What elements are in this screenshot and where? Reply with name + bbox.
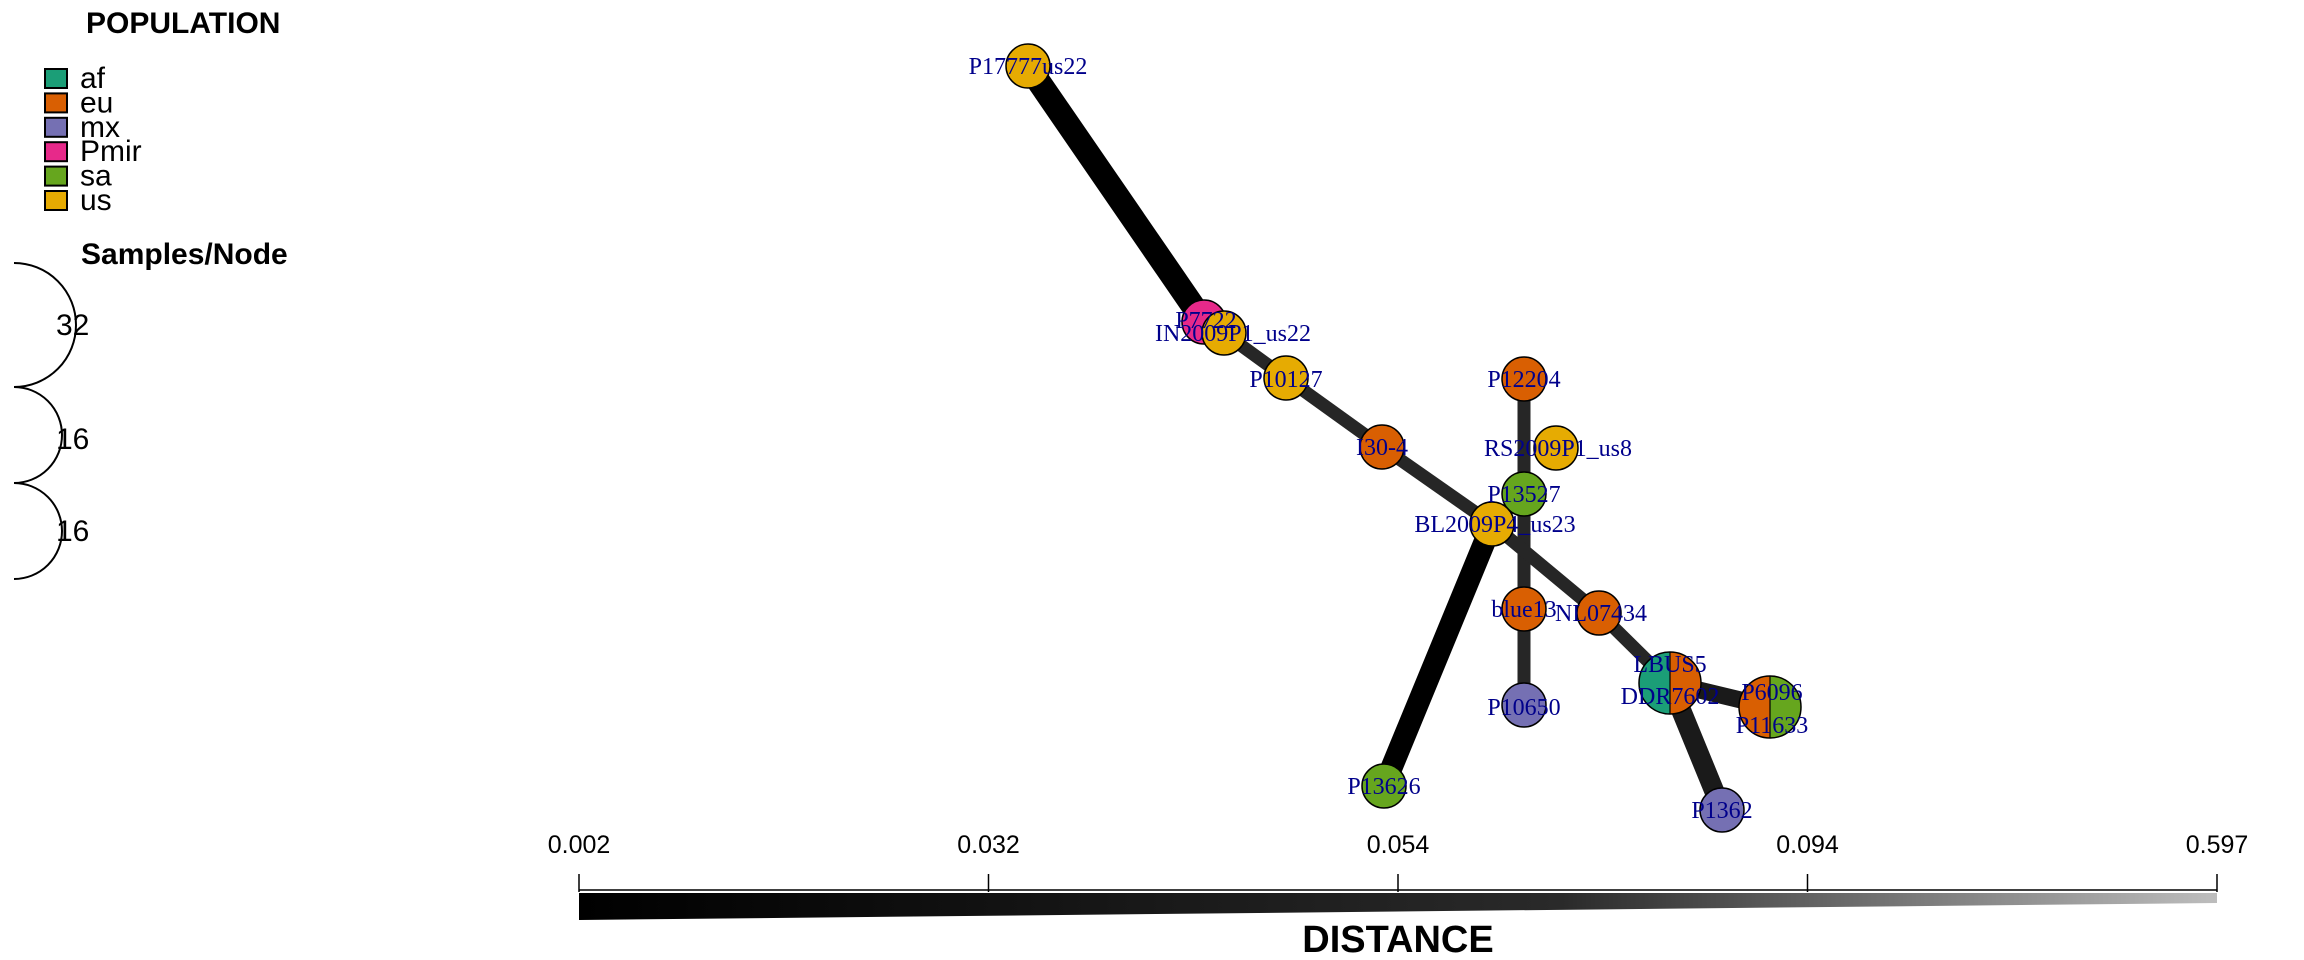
- node-RS2009P1_us8[interactable]: [1533, 425, 1579, 471]
- node-label-P6096_P11633: P6096: [1741, 680, 1802, 706]
- distance-tick-label-4: 0.597: [2186, 831, 2249, 859]
- distance-scale: 0.002 0.032 0.054 0.094 0.597 DISTANCE: [548, 831, 2249, 960]
- edge-BL2009P4_us23-P13626: [1373, 519, 1503, 791]
- edge-P17777us22-P7722: [1018, 59, 1214, 329]
- node-fill-RS2009P1_us8: [1533, 425, 1579, 471]
- node-fill-P12204: [1501, 356, 1547, 402]
- legend-swatch-mx: [44, 116, 68, 138]
- node-label-blue13: blue13: [1491, 597, 1556, 623]
- size-value-0: 32: [56, 309, 89, 342]
- node-label-P17777us22: P17777us22: [969, 54, 1088, 80]
- distance-tick-label-3: 0.094: [1776, 831, 1839, 859]
- node-label2-P6096_P11633: P11633: [1736, 713, 1808, 739]
- node-label-NL07434: NL07434: [1555, 601, 1647, 627]
- node-P10650[interactable]: [1501, 682, 1547, 728]
- legend-swatch-eu: [44, 92, 68, 114]
- node-fill-IN2009P1_us22: [1201, 310, 1247, 356]
- legend-swatch-af: [44, 68, 68, 89]
- size-arc-16b: [13, 482, 63, 580]
- size-arc-32: [13, 262, 77, 388]
- node-label-P10127: P10127: [1249, 367, 1322, 393]
- node-label-BL2009P4_us23: BL2009P4_us23: [1414, 512, 1575, 538]
- size-arc-16a: [13, 386, 63, 484]
- node-label-P13527: P13527: [1487, 482, 1560, 508]
- node-fill-P17777us22: [1005, 43, 1051, 89]
- node-fill-P10127: [1263, 355, 1309, 401]
- node-fill-I30-4: [1359, 424, 1405, 470]
- legend-swatch-pmir: [44, 141, 68, 163]
- node-slice-P6096_P11633-sa: [1770, 676, 1801, 738]
- node-P13527[interactable]: [1501, 471, 1547, 517]
- node-slice-LBUS5_DDR7602-eu: [1670, 652, 1701, 714]
- node-slice-P6096_P11633-eu: [1739, 676, 1770, 738]
- node-label2-LBUS5_DDR7602: DDR7602: [1621, 684, 1720, 710]
- legend-label-eu: eu: [80, 86, 113, 119]
- node-P17777us22[interactable]: [1005, 43, 1051, 89]
- legend-label-sa: sa: [80, 160, 112, 193]
- node-label-P10650: P10650: [1487, 695, 1560, 721]
- size-value-1: 16: [56, 423, 89, 456]
- node-P12204[interactable]: [1501, 356, 1547, 402]
- node-fill-P10650: [1501, 682, 1547, 728]
- node-outline-LBUS5_DDR7602: [1638, 651, 1702, 715]
- node-label-I30-4: I30-4: [1356, 435, 1408, 461]
- node-I30-4[interactable]: [1359, 424, 1405, 470]
- node-P6096_P11633[interactable]: [1738, 675, 1802, 739]
- node-fill-blue13: [1501, 586, 1547, 632]
- node-label-P1362: P1362: [1691, 798, 1752, 824]
- distance-wedge: [579, 893, 2217, 920]
- node-label-P12204: P12204: [1487, 367, 1560, 393]
- legend-label-mx: mx: [80, 111, 120, 144]
- node-fill-NL07434: [1576, 590, 1622, 636]
- node-fill-P1362: [1699, 787, 1745, 833]
- legend-label-us: us: [80, 184, 112, 217]
- distance-axis-title: DISTANCE: [1302, 919, 1493, 960]
- node-label-RS2009P1_us8: RS2009P1_us8: [1484, 436, 1632, 462]
- node-fill-P13626: [1361, 763, 1407, 809]
- node-BL2009P4_us23[interactable]: [1469, 501, 1515, 547]
- node-slice-LBUS5_DDR7602-af: [1639, 652, 1670, 714]
- node-outline-P6096_P11633: [1738, 675, 1802, 739]
- legend-swatch-us: [44, 190, 68, 211]
- node-blue13[interactable]: [1501, 586, 1547, 632]
- node-label-P7722: P7722: [1175, 308, 1236, 334]
- node-LBUS5_DDR7602[interactable]: [1638, 651, 1702, 715]
- node-fill-BL2009P4_us23: [1469, 501, 1515, 547]
- node-label-P13626: P13626: [1347, 774, 1420, 800]
- legend-label-pmir: Pmir: [80, 135, 142, 168]
- population-legend-title: POPULATION: [86, 7, 280, 40]
- edge-BL2009P4_us23-NL07434: [1487, 519, 1604, 618]
- size-value-2: 16: [56, 515, 89, 548]
- node-NL07434[interactable]: [1576, 590, 1622, 636]
- size-legend-title: Samples/Node: [81, 238, 288, 271]
- distance-tick-label-0: 0.002: [548, 831, 611, 859]
- node-P13626[interactable]: [1361, 763, 1407, 809]
- legend-swatch-sa: [44, 165, 68, 187]
- distance-tick-label-2: 0.054: [1367, 831, 1430, 859]
- legend-label-af: af: [80, 62, 106, 95]
- node-IN2009P1_us22[interactable]: [1201, 310, 1247, 356]
- network-nodes: [1005, 43, 1802, 833]
- node-P1362[interactable]: [1699, 787, 1745, 833]
- node-P10127[interactable]: [1263, 355, 1309, 401]
- distance-tick-label-1: 0.032: [957, 831, 1020, 859]
- node-fill-P13527: [1501, 471, 1547, 517]
- node-label-LBUS5_DDR7602: LBUS5: [1633, 652, 1706, 678]
- samples-per-node-legend: Samples/Node 32 16 16: [13, 238, 288, 580]
- node-label-IN2009P1_us22: IN2009P1_us22: [1155, 321, 1311, 347]
